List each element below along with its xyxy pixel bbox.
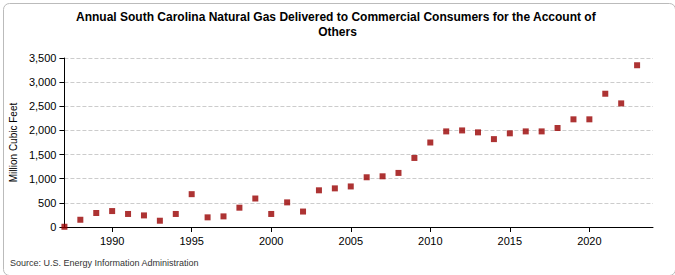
svg-text:1,000: 1,000 xyxy=(29,173,57,185)
svg-text:2015: 2015 xyxy=(498,235,522,247)
svg-text:Source: U.S. Energy Informatio: Source: U.S. Energy Information Administ… xyxy=(10,258,199,268)
svg-text:500: 500 xyxy=(38,197,56,209)
svg-text:3,500: 3,500 xyxy=(29,52,57,64)
svg-text:2000: 2000 xyxy=(259,235,283,247)
svg-text:2010: 2010 xyxy=(418,235,442,247)
svg-text:2005: 2005 xyxy=(339,235,363,247)
svg-text:1995: 1995 xyxy=(179,235,203,247)
svg-text:Others: Others xyxy=(318,25,357,39)
svg-text:1,500: 1,500 xyxy=(29,149,57,161)
svg-text:1990: 1990 xyxy=(100,235,124,247)
svg-text:Annual South Carolina Natural: Annual South Carolina Natural Gas Delive… xyxy=(76,10,599,24)
svg-text:2020: 2020 xyxy=(577,235,601,247)
svg-text:3,000: 3,000 xyxy=(29,76,57,88)
svg-text:Million Cubic Feet: Million Cubic Feet xyxy=(8,103,19,183)
svg-text:2,000: 2,000 xyxy=(29,124,57,136)
svg-text:0: 0 xyxy=(50,221,56,233)
svg-text:2,500: 2,500 xyxy=(29,100,57,112)
